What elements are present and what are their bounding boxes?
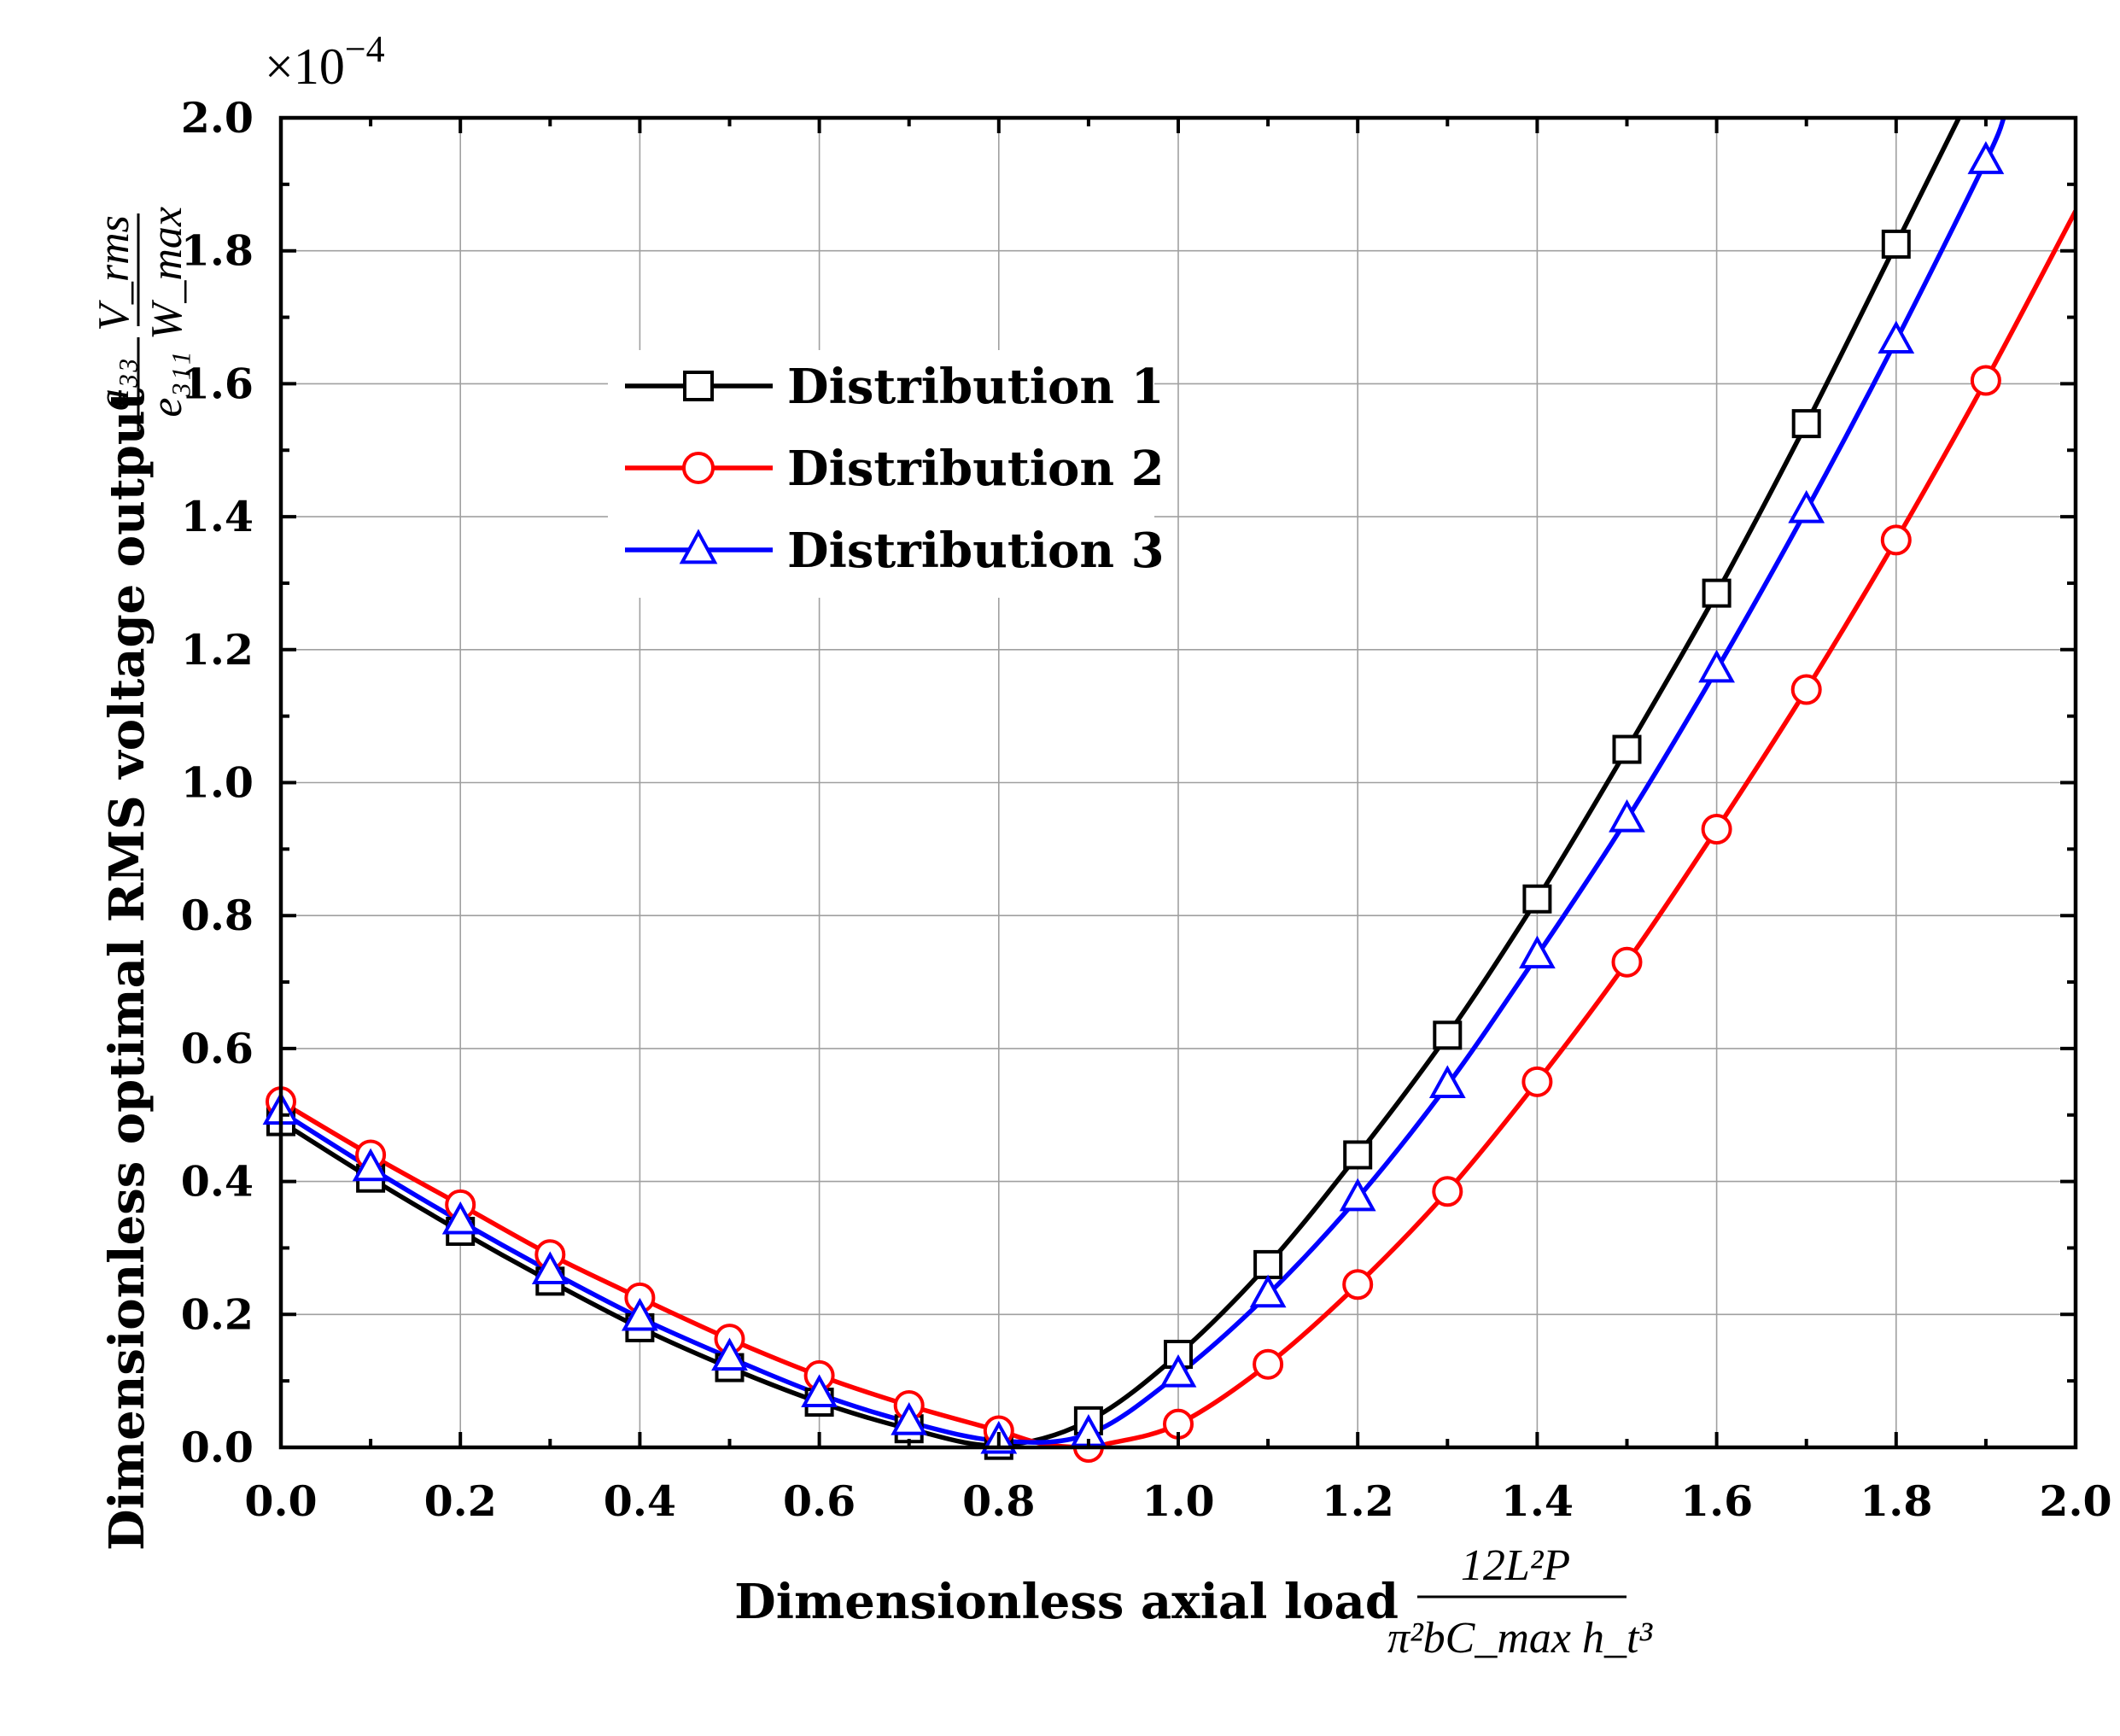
x-tick-label-9: 1.8 (1860, 1476, 1932, 1526)
y-tick-label-8: 1.6 (181, 359, 254, 408)
y-tick-label-1: 0.2 (181, 1289, 254, 1339)
series-1-marker-11 (1253, 1249, 1283, 1279)
series-1-marker-16 (1702, 578, 1732, 608)
series-3-marker-16 (1698, 649, 1735, 683)
series-2-marker-12 (1342, 1269, 1374, 1301)
legend-label-2: Distribution 2 (787, 441, 1165, 497)
series-3-marker-1 (352, 1148, 389, 1182)
series-2-marker-14 (1521, 1066, 1553, 1097)
y-multiplier-exponent: −4 (345, 28, 385, 70)
series-3-marker-13 (1428, 1065, 1466, 1098)
x-axis-title: Dimensionless axial load (734, 1574, 1399, 1630)
series-3-marker-17 (1788, 489, 1825, 523)
y-tick-label-4: 0.8 (181, 891, 254, 940)
legend-marker-1 (683, 371, 714, 401)
series-1-marker-15 (1612, 734, 1642, 764)
series-3-marker-12 (1339, 1178, 1376, 1212)
y-tick-label-7: 1.4 (181, 492, 254, 541)
x-tick-label-2: 0.4 (604, 1476, 676, 1526)
series-markers (262, 141, 2005, 1463)
y-formula-wmax: W_max (143, 207, 191, 340)
series-line-1 (281, 118, 1961, 1447)
x-formula-numerator: 12L²P (1461, 1541, 1570, 1590)
y-tick-label-6: 1.2 (181, 625, 254, 675)
x-tick-labels: 0.0 0.2 0.4 0.6 0.8 1.0 1.2 1.4 1.6 1.8 2.0 (244, 1476, 2111, 1526)
series-3-marker-6 (801, 1374, 838, 1407)
series-3-marker-7 (891, 1402, 928, 1435)
x-tick-label-10: 2.0 (2039, 1476, 2111, 1526)
y-formula-vrms: V_rms (90, 215, 138, 331)
y-formula-e311: e₃₁₁ (143, 351, 191, 417)
legend: Distribution 1 Distribution 2 Distribution… (608, 350, 1165, 598)
series-3-marker-14 (1519, 935, 1556, 969)
series-3-marker-11 (1249, 1274, 1287, 1308)
series-3-marker-4 (622, 1297, 658, 1331)
legend-marker-2 (682, 452, 715, 484)
series-1-marker-14 (1522, 884, 1552, 914)
series-2-marker-18 (1880, 524, 1912, 556)
y-tick-labels: 0.0 0.2 0.4 0.6 0.8 1.0 1.2 1.4 1.6 1.8 2.0 (181, 93, 254, 1472)
x-tick-label-8: 1.6 (1680, 1476, 1753, 1526)
series-3-marker-10 (1159, 1353, 1197, 1388)
axis-ticks (279, 116, 2077, 1449)
x-tick-label-7: 1.4 (1501, 1476, 1574, 1526)
x-axis-formula: 12L²P π²bC_max h_t³ (1387, 1541, 1653, 1663)
legend-label-3: Distribution 3 (787, 523, 1165, 579)
series-3-marker-2 (441, 1201, 479, 1235)
series-3-marker-3 (531, 1251, 569, 1284)
series-2-marker-13 (1432, 1176, 1463, 1207)
legend-label-1: Distribution 1 (787, 359, 1165, 415)
series-2-marker-11 (1253, 1348, 1284, 1380)
y-tick-label-2: 0.4 (181, 1157, 254, 1207)
series-3-marker-15 (1609, 798, 1645, 833)
y-formula-a33: a₃₃ (90, 358, 138, 411)
x-tick-label-4: 0.8 (962, 1476, 1035, 1526)
series-3-marker-5 (711, 1337, 748, 1371)
y-axis-title: Dimensionless optimal RMS voltage output (99, 388, 155, 1551)
series-2-marker-16 (1701, 813, 1732, 845)
series-1-marker-13 (1433, 1020, 1463, 1050)
legend-marker-3 (679, 529, 718, 564)
x-tick-label-3: 0.6 (783, 1476, 856, 1526)
series-1-marker-18 (1881, 229, 1911, 259)
y-tick-label-0: 0.0 (181, 1423, 254, 1472)
x-tick-label-0: 0.0 (244, 1476, 317, 1526)
series-2-marker-15 (1611, 946, 1643, 978)
series-3-marker-19 (1967, 141, 2005, 174)
x-tick-label-6: 1.2 (1322, 1476, 1394, 1526)
series-3-marker-18 (1878, 320, 1915, 354)
y-axis-formula: a₃₃ e₃₁₁ V_rms W_max (90, 207, 191, 431)
series-2-marker-17 (1790, 674, 1822, 705)
y-tick-label-3: 0.6 (181, 1024, 254, 1073)
y-multiplier: ×10−4 (265, 28, 385, 95)
series-1-marker-12 (1343, 1140, 1373, 1170)
series-1-marker-17 (1791, 409, 1821, 439)
series-2-marker-19 (1970, 365, 2001, 396)
x-tick-label-5: 1.0 (1142, 1476, 1214, 1526)
x-formula-denominator: π²bC_max h_t³ (1387, 1614, 1653, 1663)
y-axis-title-group: Dimensionless optimal RMS voltage output (99, 388, 155, 1551)
y-tick-label-10: 2.0 (181, 93, 254, 143)
y-tick-label-5: 1.0 (181, 758, 254, 808)
y-tick-label-9: 1.8 (181, 226, 254, 276)
x-tick-label-1: 0.2 (424, 1476, 497, 1526)
